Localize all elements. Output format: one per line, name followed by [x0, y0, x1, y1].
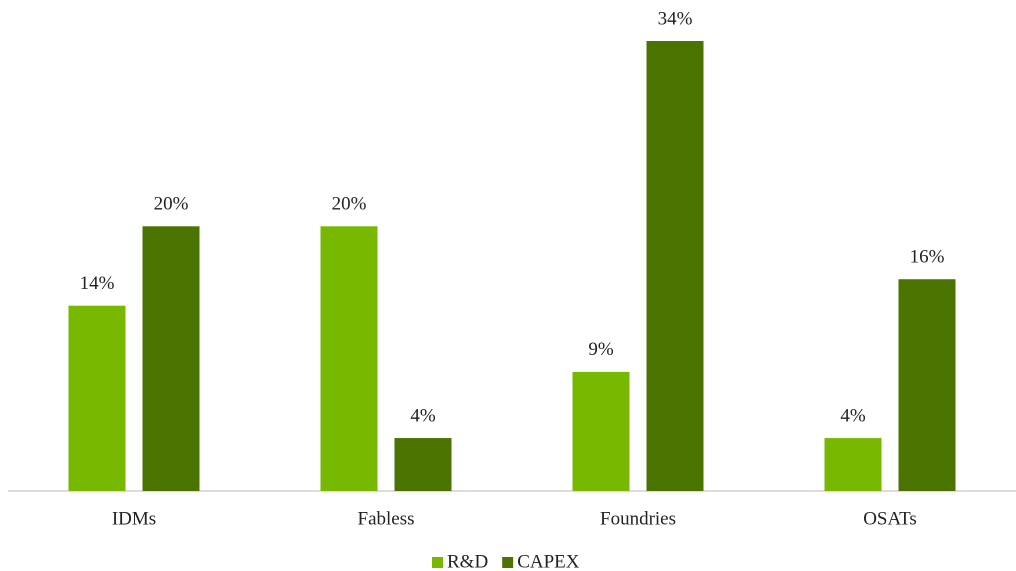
data-label: 16% [910, 247, 945, 268]
x-tick-label: OSATs [863, 508, 917, 529]
data-label: 9% [588, 339, 614, 360]
data-label: 20% [332, 194, 367, 215]
x-tick-label: Fabless [358, 508, 415, 529]
data-label: 14% [80, 273, 115, 294]
bar [142, 226, 200, 491]
data-label: 4% [840, 405, 866, 426]
bar [572, 371, 630, 491]
bar [320, 226, 378, 491]
data-label: 4% [410, 405, 436, 426]
data-label: 20% [154, 194, 189, 215]
bar [898, 279, 956, 491]
x-tick-label: Foundries [600, 508, 676, 529]
data-label: 34% [658, 8, 693, 29]
bar [68, 305, 126, 491]
legend-swatch [432, 557, 443, 568]
legend-label: R&D [447, 551, 488, 571]
legend-swatch [502, 557, 514, 568]
legend-label: CAPEX [517, 551, 580, 571]
x-tick-label: IDMs [112, 508, 156, 529]
bar [394, 438, 452, 491]
bar [646, 41, 704, 491]
bar [824, 438, 882, 491]
